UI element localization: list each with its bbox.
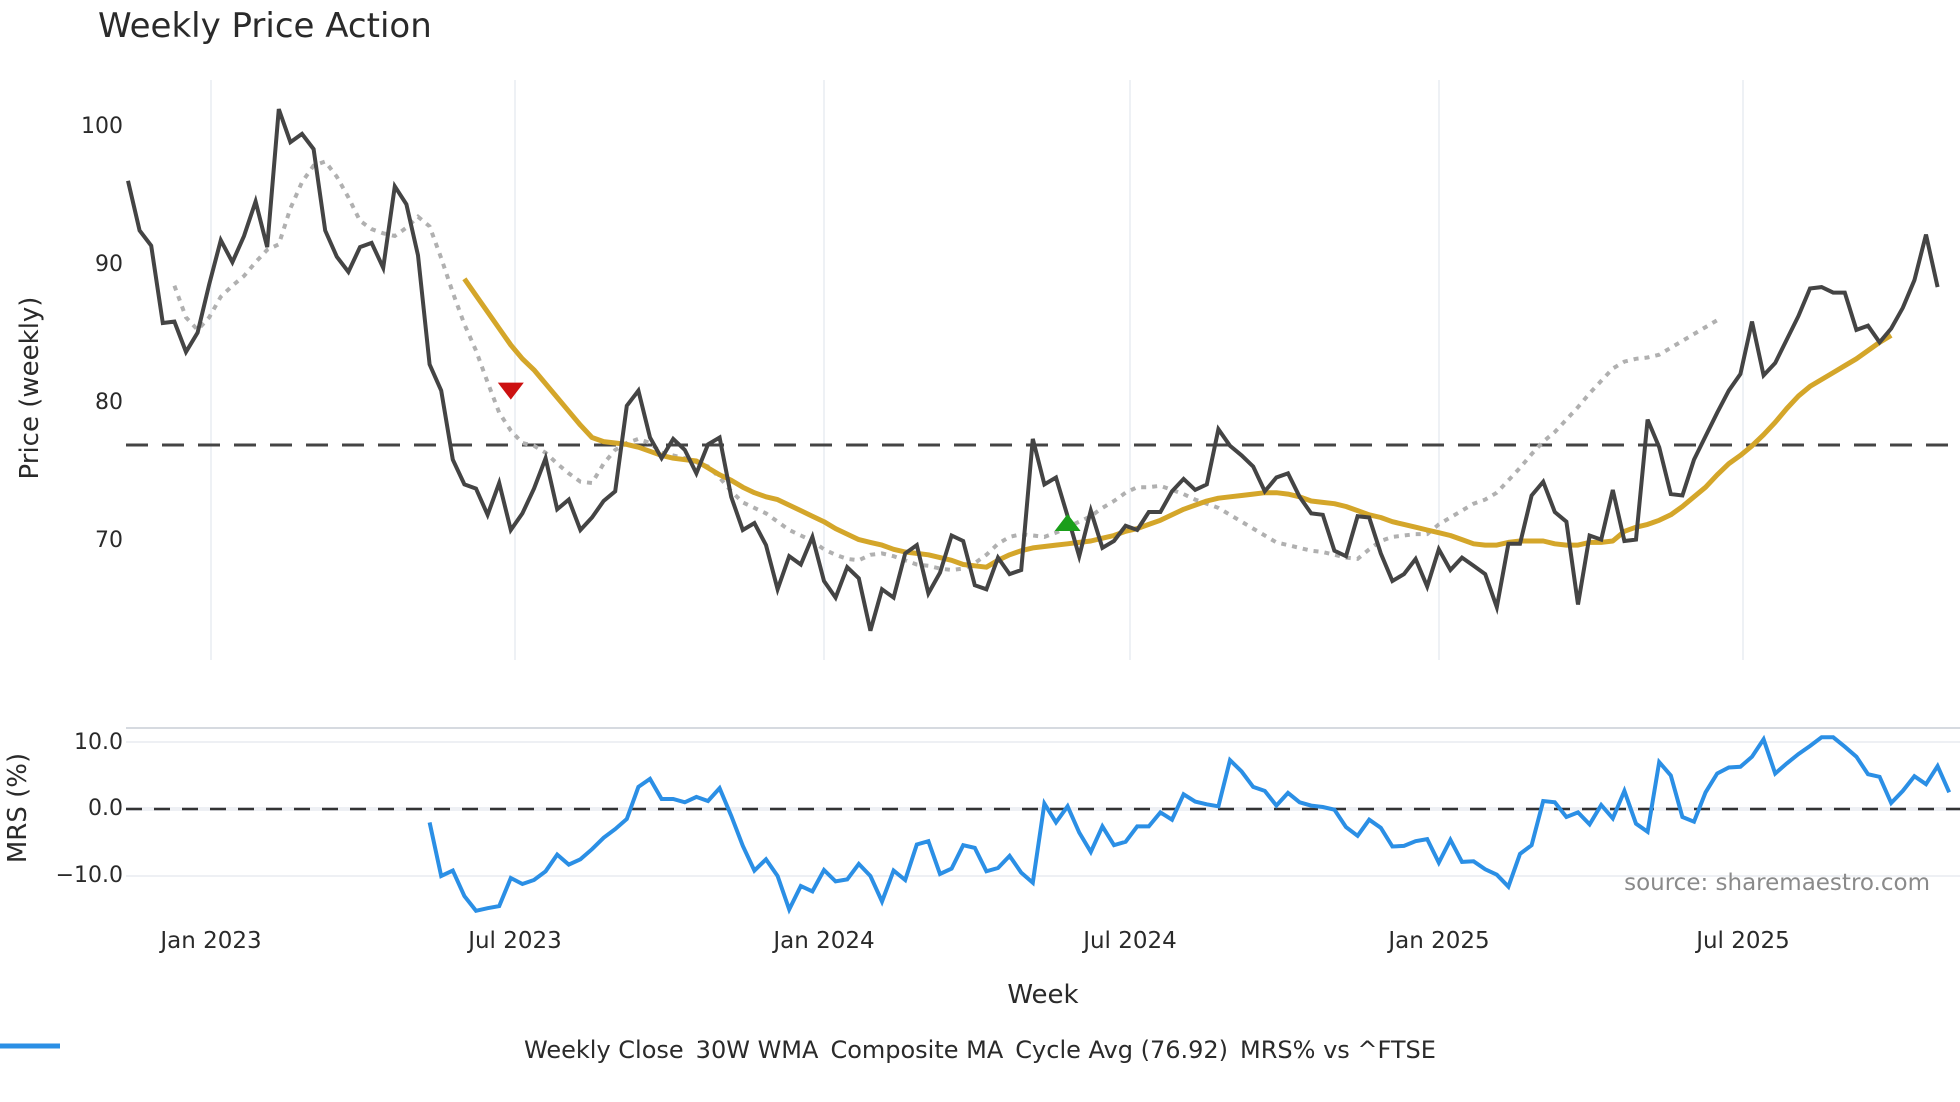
legend-item-mrs[interactable]: MRS% vs ^FTSE <box>0 1036 1436 1064</box>
legend-item-wma[interactable]: 30W WMA <box>0 1036 819 1064</box>
source-annotation: source: sharemaestro.com <box>1624 870 1930 896</box>
xtick-jan-2025: Jan 2025 <box>1386 928 1489 954</box>
mrs-ytick-10: 10.0 <box>74 730 123 755</box>
weekly-close-line <box>126 108 1940 632</box>
legend-item-composite-ma[interactable]: Composite MA <box>0 1036 1004 1064</box>
mrs-line <box>427 734 1952 915</box>
xtick-jul-2023: Jul 2023 <box>466 928 562 954</box>
wma-30w-line <box>462 277 1893 570</box>
xtick-jan-2024: Jan 2024 <box>771 928 874 954</box>
x-axis-label: Week <box>1007 980 1078 1010</box>
xtick-jul-2025: Jul 2025 <box>1694 928 1790 954</box>
mrs-ytick-neg10: −10.0 <box>56 863 123 888</box>
price-vertical-gridlines <box>210 80 1744 660</box>
composite-ma-line <box>172 159 1719 573</box>
xtick-jan-2023: Jan 2023 <box>158 928 261 954</box>
mrs-axis-label: MRS (%) <box>3 753 33 863</box>
legend: Weekly Close 30W WMA Composite MA Cycle … <box>0 1036 1960 1064</box>
legend-item-weekly-close[interactable]: Weekly Close <box>0 1036 684 1064</box>
legend-label: Weekly Close <box>524 1036 684 1064</box>
legend-label: Cycle Avg (76.92) <box>1015 1036 1229 1064</box>
sell-signal-marker-icon <box>497 382 524 400</box>
buy-signal-marker-icon <box>1054 514 1081 532</box>
chart-title: Weekly Price Action <box>98 6 432 46</box>
solid-line-swatch-icon <box>0 1043 60 1049</box>
price-ytick-90: 90 <box>95 252 123 277</box>
xtick-jul-2024: Jul 2024 <box>1081 928 1177 954</box>
price-ytick-70: 70 <box>95 528 123 553</box>
price-ytick-100: 100 <box>81 114 123 139</box>
price-ytick-80: 80 <box>95 390 123 415</box>
legend-item-cycle-avg[interactable]: Cycle Avg (76.92) <box>0 1036 1229 1064</box>
price-axis-label: Price (weekly) <box>15 297 45 480</box>
chart-canvas: Price (weekly) MRS (%) 100 90 80 70 10.0… <box>3 80 1960 1010</box>
legend-label: 30W WMA <box>695 1036 819 1064</box>
mrs-ytick-0: 0.0 <box>88 796 123 821</box>
legend-label: MRS% vs ^FTSE <box>1240 1036 1436 1064</box>
legend-label: Composite MA <box>830 1036 1004 1064</box>
